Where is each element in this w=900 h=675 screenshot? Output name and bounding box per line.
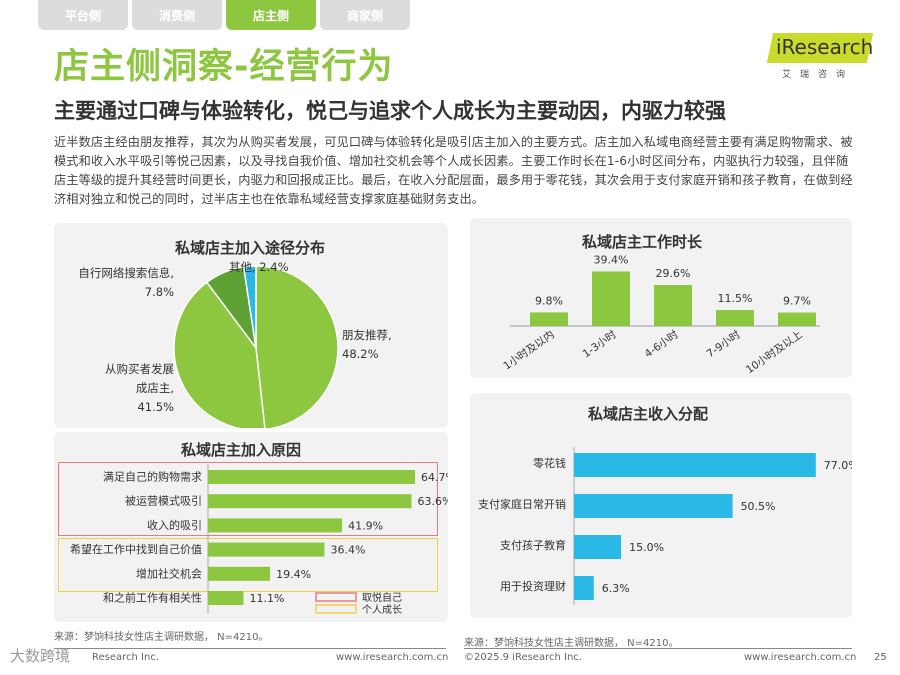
source-note-right: 来源：梦饷科技女性店主调研数据， N=4210。 — [464, 638, 679, 649]
watermark: 大数跨境 — [10, 647, 71, 665]
join-reason-bar-chart: 满足自己的购物需求 64.7% 被运营模式吸引 63.6% 收入的吸引 41.9% 希望在工… — [70, 464, 448, 616]
hours-category-label: 1-3小时 — [581, 328, 620, 360]
pie-slice-label: 自行网络搜索信息, — [78, 266, 174, 280]
reasons-category-label: 被运营模式吸引 — [125, 494, 202, 508]
income-category-label: 支付孩子教育 — [500, 538, 566, 552]
hours-category-label: 10小时及以上 — [744, 329, 805, 377]
footer-copyright-right: ©2025.9 iResearch Inc. — [464, 652, 582, 663]
reasons-value-label: 19.4% — [276, 568, 311, 581]
page-subtitle: 主要通过口碑与体验转化，悦己与追求个人成长为主要动因，内驱力较强 — [54, 99, 726, 123]
hours-bar — [778, 312, 816, 326]
reasons-value-label: 41.9% — [348, 519, 383, 532]
income-bar — [574, 494, 733, 518]
pie-slice-label: 朋友推荐, — [342, 328, 392, 342]
pie-slice-value: 7.8% — [145, 285, 174, 299]
footer-divider-right — [464, 648, 852, 649]
logo-subtitle: 艾瑞咨询 — [782, 70, 855, 80]
reasons-category-label: 满足自己的购物需求 — [103, 470, 202, 484]
page-title: 店主侧洞察-经营行为 — [54, 47, 394, 87]
hours-bar — [592, 271, 630, 326]
hours-category-label: 4-6小时 — [643, 328, 682, 360]
hours-bar — [654, 285, 692, 326]
income-bar — [574, 576, 594, 600]
tab-consumer[interactable]: 消费侧 — [132, 0, 222, 30]
page-number: 25 — [874, 652, 887, 663]
pie-slice-label: 其他, 2.4% — [229, 260, 289, 274]
personal-growth-group-box — [58, 538, 438, 592]
pie-slice-value: 41.5% — [137, 400, 174, 414]
pie-slice — [173, 281, 266, 428]
income-value-label: 6.3% — [602, 582, 630, 595]
pie-slice-label: 从购买者发展 — [105, 362, 174, 376]
pie-slice — [242, 265, 257, 349]
reasons-value-label: 36.4% — [330, 544, 365, 557]
iresearch-logo: iResearch 艾瑞咨询 — [766, 33, 874, 80]
tab-shop-owner[interactable]: 店主侧 — [226, 0, 316, 30]
hours-value-label: 29.6% — [656, 267, 691, 280]
hours-value-label: 39.4% — [594, 253, 629, 266]
reasons-bar — [208, 518, 343, 533]
pie-slice-value: 48.2% — [342, 347, 379, 361]
reasons-legend-label: 个人成长 — [362, 604, 402, 616]
reasons-value-label: 64.7% — [421, 471, 448, 484]
income-bar — [574, 453, 816, 477]
income-value-label: 77.0% — [824, 459, 852, 472]
hours-chart-title: 私域店主工作时长 — [582, 233, 703, 251]
logo-wordmark: iResearch — [776, 35, 874, 59]
income-category-label: 支付家庭日常开销 — [478, 497, 566, 511]
income-category-label: 零花钱 — [533, 456, 566, 470]
reasons-value-label: 63.6% — [418, 495, 448, 508]
reasons-category-label: 和之前工作有相关性 — [103, 591, 202, 605]
reasons-legend-label: 取悦自己 — [362, 591, 402, 604]
reasons-bar — [208, 566, 271, 581]
reasons-bar — [208, 494, 412, 509]
pie-slice — [255, 265, 339, 428]
income-chart-title: 私域店主收入分配 — [588, 405, 709, 423]
hours-value-label: 9.7% — [783, 295, 811, 308]
tab-merchant[interactable]: 商家侧 — [320, 0, 410, 30]
hours-bar — [716, 310, 754, 326]
hours-category-label: 7-9小时 — [705, 328, 744, 360]
reasons-legend-swatch — [315, 604, 357, 614]
pie-slice-label-cont: 成店主, — [136, 381, 174, 395]
hours-value-label: 11.5% — [718, 292, 753, 305]
hours-value-label: 9.8% — [535, 294, 563, 307]
footer-divider-left — [54, 648, 446, 649]
reasons-category-label: 收入的吸引 — [147, 518, 202, 532]
footer-site-left[interactable]: www.iresearch.com.cn — [336, 652, 449, 663]
pie-chart-title: 私域店主加入途径分布 — [175, 239, 326, 257]
income-allocation-bar-chart: 零花钱 77.0% 支付家庭日常开销 50.5% 支付孩子教育 15.0% 用于投资理财 6.… — [478, 447, 852, 605]
income-bar — [574, 535, 622, 559]
reasons-legend-swatch — [315, 592, 357, 602]
hours-category-label: 1小时及以内 — [501, 328, 557, 373]
tab-platform[interactable]: 平台侧 — [38, 0, 128, 30]
income-category-label: 用于投资理财 — [500, 579, 566, 593]
footer-copyright-left: Research Inc. — [92, 652, 160, 663]
section-tabs: 平台侧 消费侧 店主侧 商家侧 — [38, 0, 410, 30]
hours-bar — [530, 312, 568, 326]
reasons-category-label: 希望在工作中找到自己价值 — [70, 542, 202, 556]
reasons-chart-title: 私域店主加入原因 — [181, 441, 302, 459]
reasons-value-label: 11.1% — [250, 592, 285, 605]
reasons-category-label: 增加社交机会 — [136, 566, 202, 580]
source-note-left: 来源：梦饷科技女性店主调研数据， N=4210。 — [54, 632, 269, 643]
reasons-bar — [208, 591, 244, 605]
intro-paragraph: 近半数店主经由朋友推荐，其次为从购买者发展，可见口碑与体验转化是吸引店主加入的主… — [54, 135, 853, 206]
footer-site-right[interactable]: www.iresearch.com.cn — [744, 652, 857, 663]
income-value-label: 15.0% — [629, 541, 664, 554]
income-value-label: 50.5% — [741, 500, 776, 513]
work-hours-bar-chart: 9.8% 1小时及以内 39.4% 1-3小时 29.6% 4-6小时 11.5% 7-9小时… — [501, 253, 820, 377]
reasons-bar — [208, 470, 416, 484]
self-pleasing-group-box — [58, 462, 438, 536]
reasons-bar — [208, 542, 325, 557]
